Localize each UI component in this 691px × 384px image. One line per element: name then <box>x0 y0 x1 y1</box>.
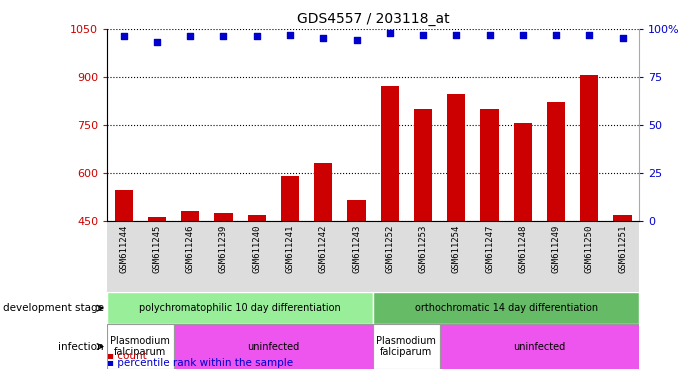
Bar <box>115 190 133 221</box>
Bar <box>314 163 332 221</box>
Text: GSM611252: GSM611252 <box>386 224 395 273</box>
Text: GSM611254: GSM611254 <box>452 224 461 273</box>
Text: GSM611247: GSM611247 <box>485 224 494 273</box>
Point <box>551 31 562 38</box>
Bar <box>513 123 532 221</box>
Text: ▪ percentile rank within the sample: ▪ percentile rank within the sample <box>107 358 293 368</box>
Text: uninfected: uninfected <box>247 341 299 352</box>
Point <box>151 39 162 45</box>
Bar <box>281 176 299 221</box>
Point <box>118 33 129 40</box>
Text: ▪ count: ▪ count <box>107 351 147 361</box>
Bar <box>181 211 200 221</box>
Bar <box>173 324 373 369</box>
Bar <box>480 109 499 221</box>
Text: GSM611248: GSM611248 <box>518 224 527 273</box>
Bar <box>247 215 266 221</box>
Point <box>584 31 595 38</box>
Point <box>318 35 329 41</box>
Text: GSM611251: GSM611251 <box>618 224 627 273</box>
Point <box>518 31 529 38</box>
Point <box>617 35 628 41</box>
Bar <box>439 324 639 369</box>
Text: GSM611242: GSM611242 <box>319 224 328 273</box>
Bar <box>447 94 466 221</box>
Text: polychromatophilic 10 day differentiation: polychromatophilic 10 day differentiatio… <box>140 303 341 313</box>
Text: orthochromatic 14 day differentiation: orthochromatic 14 day differentiation <box>415 303 598 313</box>
Point <box>218 33 229 40</box>
Text: GSM611253: GSM611253 <box>419 224 428 273</box>
Text: GSM611250: GSM611250 <box>585 224 594 273</box>
Text: GSM611240: GSM611240 <box>252 224 261 273</box>
Bar <box>107 292 373 324</box>
Bar <box>148 217 166 221</box>
Bar <box>414 109 432 221</box>
Bar <box>580 75 598 221</box>
Point <box>351 37 362 43</box>
Bar <box>547 103 565 221</box>
Bar <box>214 213 233 221</box>
Text: GSM611243: GSM611243 <box>352 224 361 273</box>
Text: GSM611245: GSM611245 <box>153 224 162 273</box>
Bar <box>107 324 173 369</box>
Text: development stage: development stage <box>3 303 104 313</box>
Text: GSM611241: GSM611241 <box>285 224 294 273</box>
Point <box>484 31 495 38</box>
Bar <box>373 292 639 324</box>
Point <box>451 31 462 38</box>
Text: Plasmodium
falciparum: Plasmodium falciparum <box>377 336 436 358</box>
Bar <box>614 215 632 221</box>
Text: GSM611244: GSM611244 <box>120 224 129 273</box>
Text: GSM611239: GSM611239 <box>219 224 228 273</box>
Point <box>417 31 428 38</box>
Title: GDS4557 / 203118_at: GDS4557 / 203118_at <box>297 12 449 26</box>
Point <box>252 33 263 40</box>
Bar <box>373 324 439 369</box>
Text: Plasmodium
falciparum: Plasmodium falciparum <box>111 336 170 358</box>
Text: infection: infection <box>58 341 104 352</box>
Point <box>184 33 196 40</box>
Point <box>384 30 395 36</box>
Point <box>285 31 296 38</box>
Bar <box>348 200 366 221</box>
Text: GSM611246: GSM611246 <box>186 224 195 273</box>
Text: uninfected: uninfected <box>513 341 565 352</box>
Bar <box>381 86 399 221</box>
Text: GSM611249: GSM611249 <box>551 224 560 273</box>
